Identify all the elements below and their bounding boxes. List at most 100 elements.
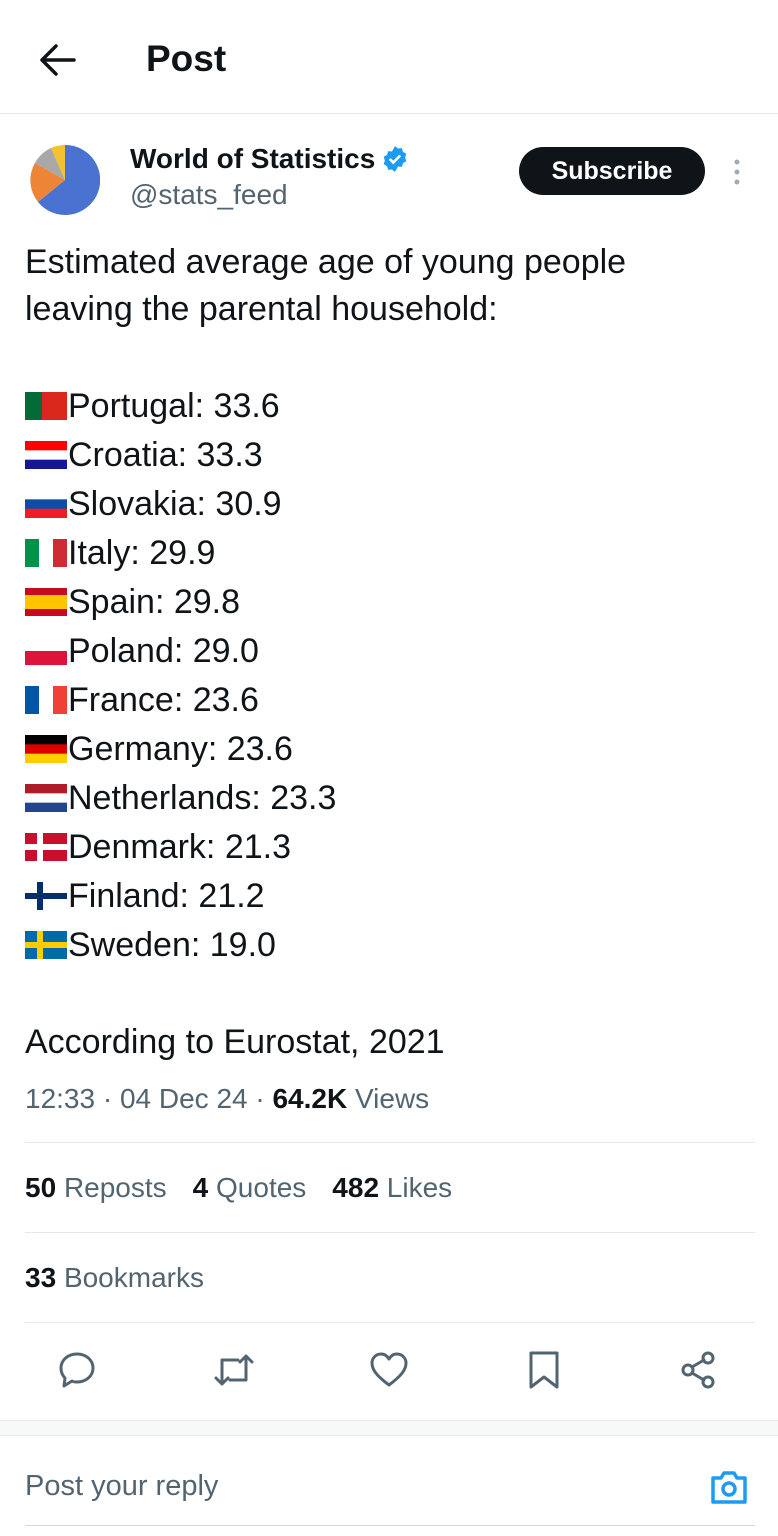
divider [25, 1322, 755, 1323]
country-row: Slovakia: 30.9 [25, 484, 282, 524]
stat-count: 482 [332, 1172, 380, 1203]
flag-icon [25, 490, 67, 518]
flag-stripe [41, 392, 67, 420]
verified-badge [383, 146, 407, 172]
flag-icon [25, 833, 67, 861]
header-title: Post [146, 38, 227, 79]
country-row: Poland: 29.0 [25, 631, 259, 671]
country-line: Netherlands: 23.3 [68, 779, 337, 817]
flag-stripe [39, 686, 54, 714]
flag-cross [25, 893, 67, 899]
country-line: Denmark: 21.3 [68, 828, 291, 866]
repost-button[interactable] [213, 1350, 255, 1390]
country-row: Denmark: 21.3 [25, 827, 291, 867]
country-row: Germany: 23.6 [25, 729, 293, 769]
flag-stripe [25, 441, 67, 451]
country-row: Spain: 29.8 [25, 582, 240, 622]
stat-count: 4 [192, 1172, 209, 1203]
bookmarks-stat[interactable]: 33 Bookmarks [25, 1262, 204, 1294]
timestamp: 12:33 · 04 Dec 24 · [25, 1083, 273, 1114]
flag-cross [25, 844, 67, 850]
stat[interactable]: 4 Quotes [193, 1172, 307, 1203]
country-line: Portugal: 33.6 [68, 387, 280, 425]
flag-stripe [25, 744, 67, 755]
bookmarks-count: 33 [25, 1262, 57, 1293]
divider [25, 1142, 755, 1143]
post-source: According to Eurostat, 2021 [25, 1023, 445, 1061]
separator-band [0, 1420, 778, 1436]
share-button[interactable] [679, 1350, 719, 1390]
flag-icon [25, 931, 67, 959]
country-row: Finland: 21.2 [25, 876, 265, 916]
post-meta: 12:33 · 04 Dec 24 · 64.2K Views [25, 1083, 429, 1115]
country-line: Poland: 29.0 [68, 632, 259, 670]
stat-count: 50 [25, 1172, 57, 1203]
country-line: Italy: 29.9 [68, 534, 216, 572]
stat-label: Quotes [216, 1172, 307, 1203]
flag-stripe [53, 686, 67, 714]
reply-button[interactable] [57, 1350, 97, 1390]
author-name-row[interactable]: World of Statistics [130, 143, 409, 175]
flag-stripe [53, 539, 67, 567]
flag-icon [25, 588, 67, 616]
country-line: Sweden: 19.0 [68, 926, 276, 964]
country-line: Croatia: 33.3 [68, 436, 263, 474]
country-row: France: 23.6 [25, 680, 259, 720]
flag-stripe [25, 686, 40, 714]
divider [0, 113, 778, 114]
author-handle[interactable]: @stats_feed [130, 179, 288, 210]
author-name[interactable]: World of Statistics [130, 143, 376, 174]
bookmark-button[interactable] [524, 1350, 564, 1390]
flag-stripe [25, 602, 67, 610]
country-line: Slovakia: 30.9 [68, 485, 282, 523]
country-row: Netherlands: 23.3 [25, 778, 336, 818]
flag-icon [25, 735, 67, 763]
flag-stripe [25, 793, 67, 804]
flag-stripe [25, 539, 40, 567]
divider [25, 1232, 755, 1233]
stats: 50 Reposts 4 Quotes 482 Likes [25, 1172, 478, 1204]
country-row: Italy: 29.9 [25, 533, 215, 573]
stat[interactable]: 50 Reposts [25, 1172, 167, 1203]
country-row: Croatia: 33.3 [25, 435, 263, 475]
flag-icon [25, 784, 67, 812]
flag-stripe [25, 459, 67, 469]
subscribe-button[interactable]: Subscribe [519, 147, 705, 195]
reply-input[interactable]: Post your reply [25, 1470, 219, 1502]
country-line: Spain: 29.8 [68, 583, 241, 621]
flag-icon [25, 392, 67, 420]
country-row: Sweden: 19.0 [25, 925, 276, 965]
flag-stripe [25, 802, 67, 812]
divider [25, 1525, 755, 1526]
avatar[interactable] [30, 145, 100, 215]
flag-stripe [25, 392, 43, 420]
flag-stripe [25, 609, 67, 616]
camera-button[interactable] [709, 1468, 749, 1506]
flag-stripe [25, 735, 67, 745]
country-line: France: 23.6 [68, 681, 259, 719]
post-text: Estimated average age of young people [25, 243, 627, 281]
back-button[interactable] [38, 42, 78, 78]
flag-stripe [25, 753, 67, 763]
more-button[interactable] [731, 158, 743, 186]
post-text: leaving the parental household: [25, 290, 498, 328]
views-label: Views [354, 1083, 430, 1114]
views-count: 64.2K [272, 1083, 348, 1114]
stat[interactable]: 482 Likes [332, 1172, 452, 1203]
flag-stripe [25, 499, 67, 510]
flag-cross [25, 942, 67, 948]
flag-icon [25, 441, 67, 469]
bookmarks-label: Bookmarks [63, 1262, 204, 1293]
flag-stripe [25, 490, 67, 500]
flag-icon [25, 882, 67, 910]
flag-stripe [25, 637, 67, 652]
flag-stripe [25, 595, 67, 603]
flag-icon [25, 539, 67, 567]
flag-icon [25, 686, 67, 714]
flag-stripe [25, 784, 67, 794]
like-button[interactable] [369, 1350, 409, 1390]
flag-stripe [25, 588, 67, 596]
country-line: Finland: 21.2 [68, 877, 265, 915]
stat-label: Reposts [63, 1172, 167, 1203]
